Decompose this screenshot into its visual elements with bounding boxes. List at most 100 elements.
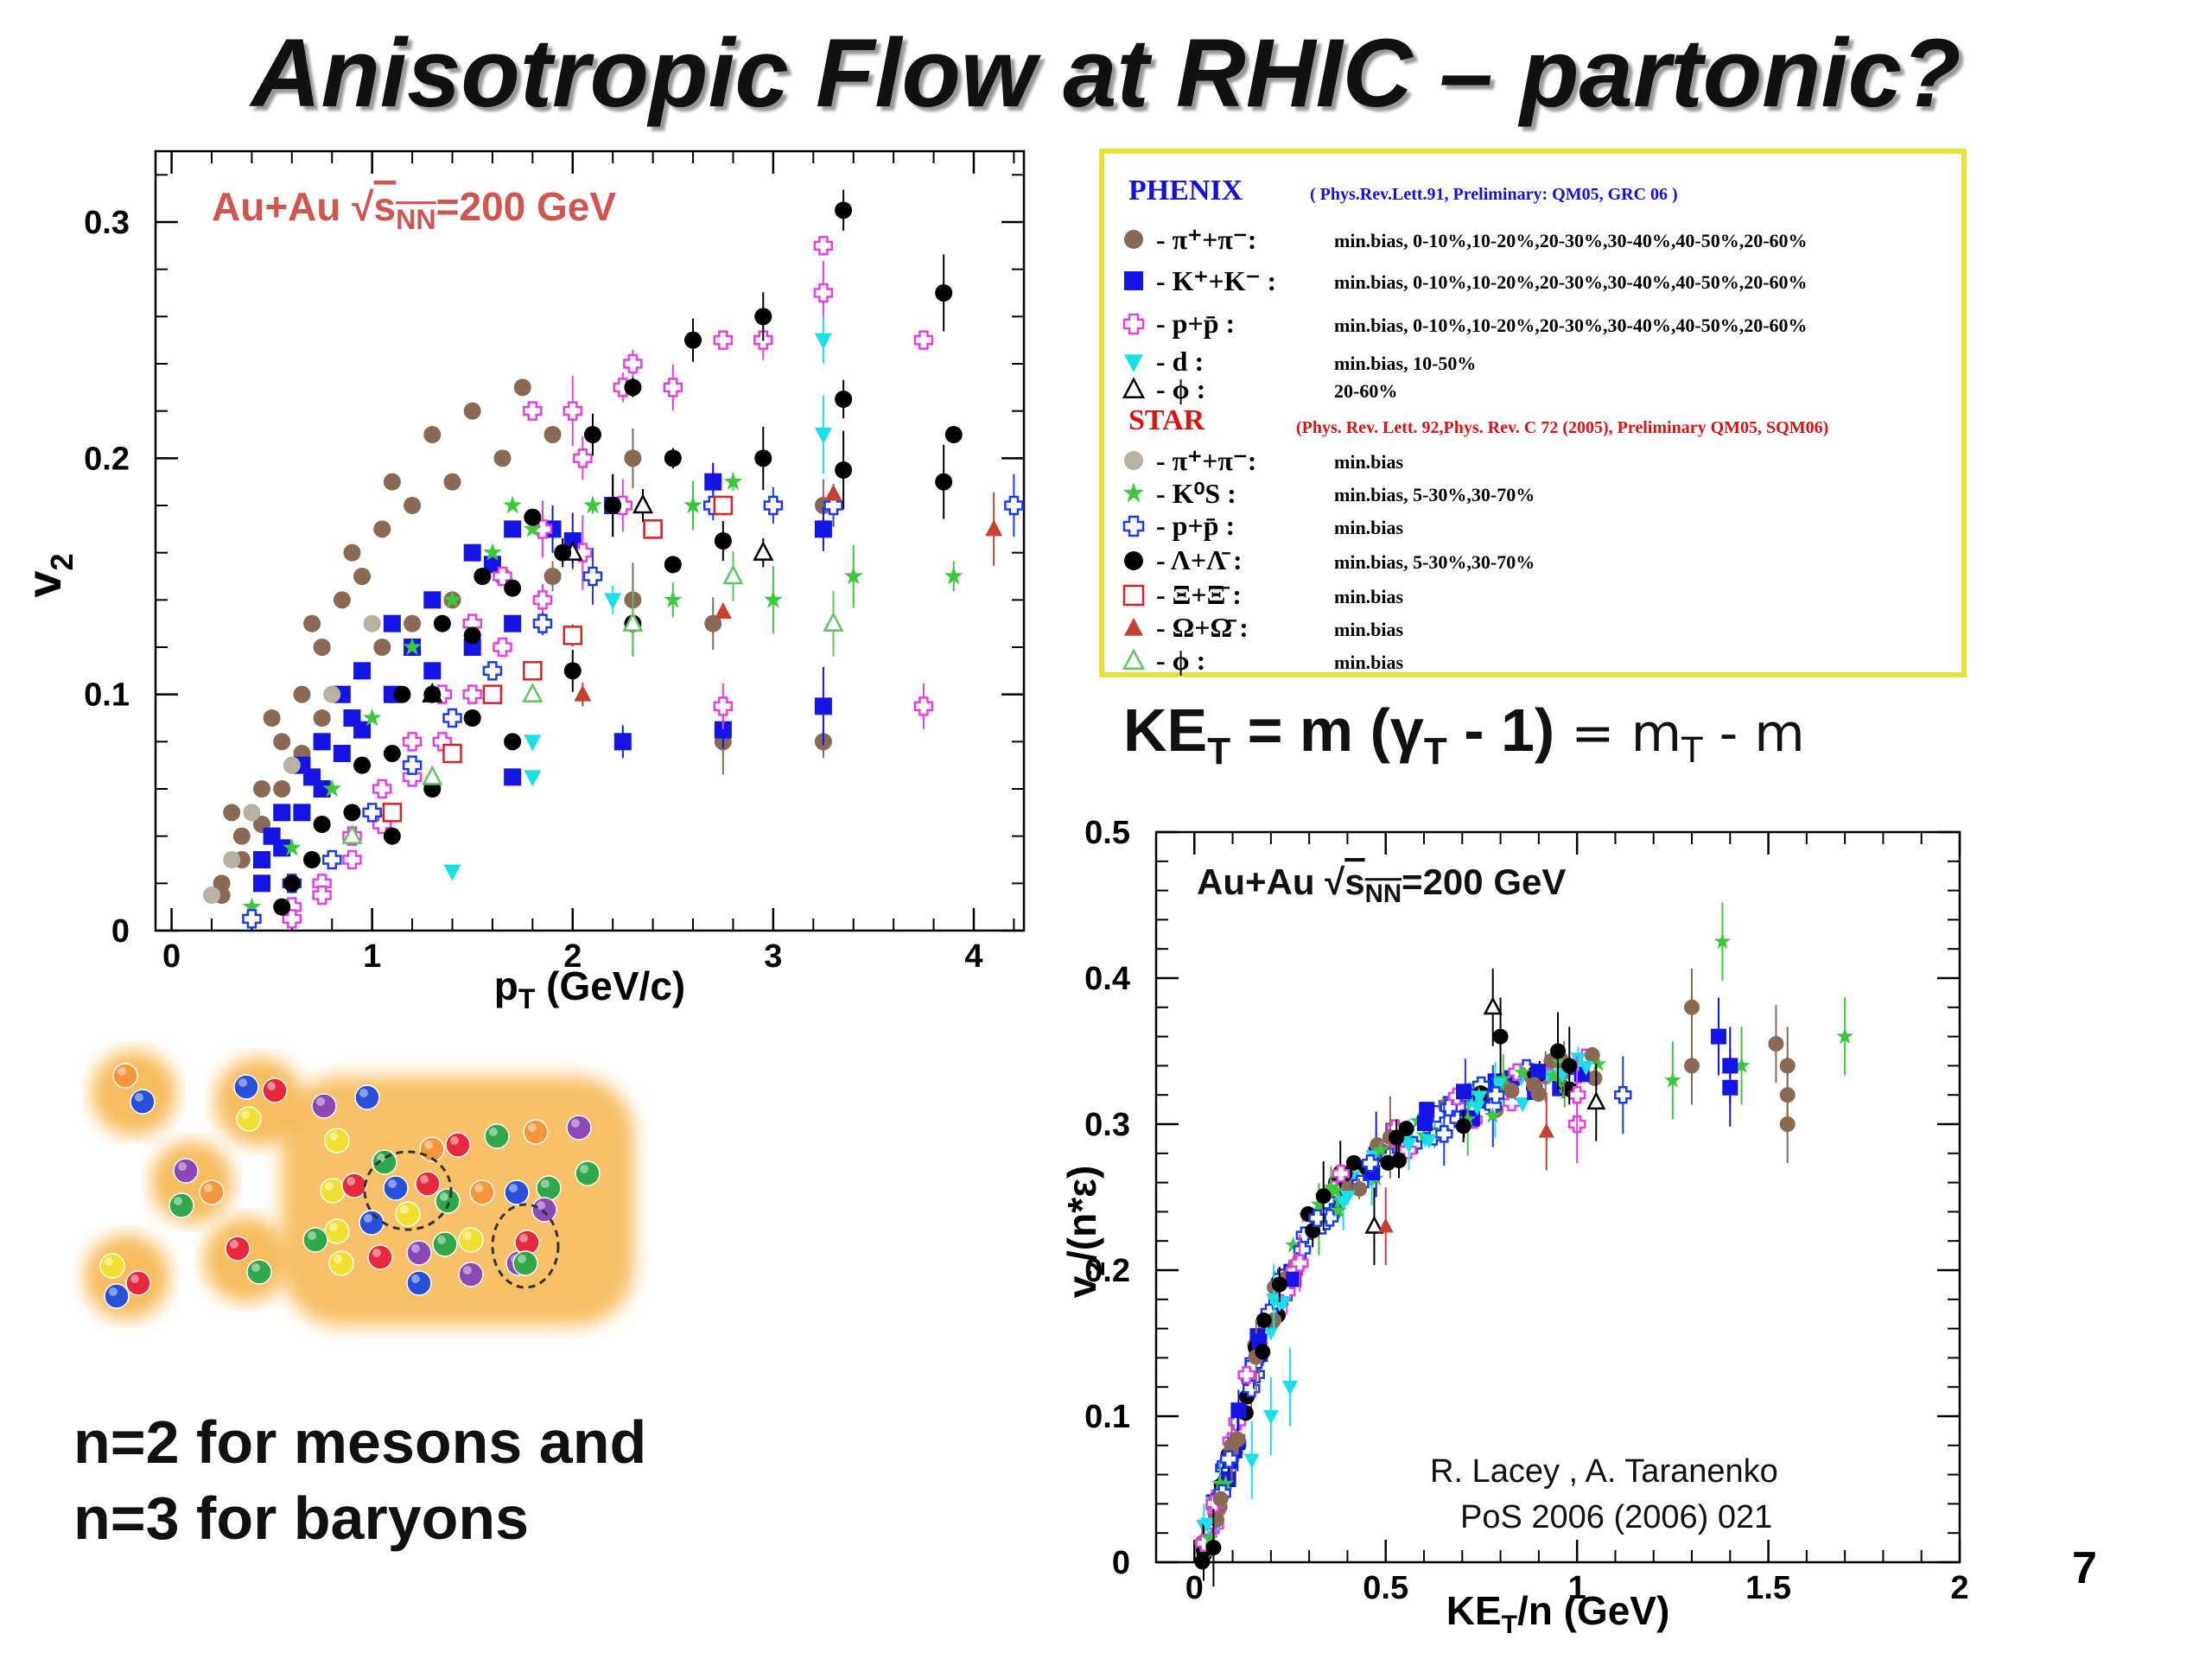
chart1-series-10 xyxy=(423,484,1003,785)
chart2-data-point xyxy=(1217,1474,1235,1491)
chart1-data-point xyxy=(583,495,602,514)
chart1-data-point xyxy=(532,590,553,610)
quark-ball xyxy=(458,1262,484,1287)
chart2-data-point xyxy=(1241,1372,1257,1389)
chart1-data-point xyxy=(404,639,422,656)
chart1-data-point xyxy=(293,685,311,703)
chart2-data-point xyxy=(1465,1110,1483,1129)
chart2-data-point xyxy=(1244,1352,1262,1371)
chart1-data-point xyxy=(293,756,311,774)
quark-ball xyxy=(354,1084,380,1110)
chart2-data-point xyxy=(1364,1165,1381,1181)
chart1-data-point xyxy=(313,709,331,727)
page-number: 7 xyxy=(2072,1543,2097,1593)
chart2-data-point xyxy=(1315,1188,1332,1205)
chart2-data-point xyxy=(1544,1067,1562,1084)
chart1-data-point xyxy=(342,849,362,870)
chart2-data-point xyxy=(1543,1052,1560,1069)
chart2-data-point xyxy=(1266,1294,1282,1309)
chart2-data-point xyxy=(1196,1547,1212,1563)
quark-highlight xyxy=(518,1255,526,1263)
quark-ball xyxy=(395,1201,421,1227)
legend-marker-shape xyxy=(1124,230,1143,249)
quark-ball xyxy=(432,1231,458,1257)
chart2-data-point xyxy=(1251,1333,1268,1350)
chart2-data-point xyxy=(1293,1241,1312,1259)
chart1-data-point xyxy=(684,331,702,349)
chart2-data-point xyxy=(1567,1115,1586,1134)
chart2-data-point xyxy=(1491,1077,1507,1093)
chart1-data-point xyxy=(232,827,251,845)
chart2-data-point xyxy=(1440,1098,1458,1117)
note-line-2: n=3 for baryons xyxy=(73,1484,530,1552)
chart2-data-point xyxy=(1210,1491,1228,1508)
quark-highlight xyxy=(377,1154,385,1162)
chart1-data-point xyxy=(713,495,734,516)
chart2-data-point xyxy=(1456,1084,1472,1100)
chart2-data-point xyxy=(1215,1475,1232,1491)
chart2-data-point xyxy=(1248,1339,1264,1356)
chart2-data-point xyxy=(1301,1207,1319,1224)
quark-ball xyxy=(566,1115,592,1141)
chart1-data-point xyxy=(754,308,772,326)
chart2-data-point xyxy=(1328,1174,1344,1191)
legend-star-ref: (Phys. Rev. Lett. 92,Phys. Rev. C 72 (20… xyxy=(1296,418,1829,437)
chart2-data-point xyxy=(1281,1273,1297,1289)
legend-centrality: min.bias, 5-30%,30-70% xyxy=(1334,484,1535,505)
chart2-data-point xyxy=(1537,1068,1554,1084)
chart2-y-tick-label: 0.2 xyxy=(1084,1253,1130,1289)
chart2-data-point xyxy=(1471,1076,1491,1095)
chart2-y-tick-label: 0.5 xyxy=(1084,815,1130,851)
chart1-data-point xyxy=(463,709,481,727)
chart2-data-point xyxy=(1573,1066,1590,1083)
chart1-data-point xyxy=(423,767,442,785)
chart1-data-point xyxy=(443,473,461,491)
chart2-data-point xyxy=(1370,1137,1386,1154)
chart2-data-point xyxy=(1465,1084,1481,1099)
chart1-data-point xyxy=(814,497,832,514)
chart2-data-point xyxy=(1464,1110,1480,1127)
chart1-data-point xyxy=(623,353,643,374)
chart1-data-point xyxy=(263,709,281,727)
quark-highlight xyxy=(437,1236,446,1244)
chart2-data-point xyxy=(1361,1154,1380,1173)
chart1-data-point xyxy=(722,564,744,585)
chart2-x-tick-label: 2 xyxy=(1950,1570,1968,1606)
chart1-data-point xyxy=(604,497,622,514)
chart1-data-point xyxy=(283,874,301,893)
quark-ball xyxy=(383,1175,409,1201)
chart2-data-point xyxy=(1554,1070,1571,1087)
chart2-data-point xyxy=(1530,1064,1547,1080)
chart2-data-point xyxy=(1278,1282,1296,1301)
chart2-data-point xyxy=(1526,1079,1542,1096)
chart2-data-point xyxy=(1270,1274,1287,1290)
legend-marker-shape xyxy=(1122,648,1146,671)
chart1-data-point xyxy=(835,391,853,408)
chart1-plot-frame xyxy=(154,149,1026,932)
chart1-data-point xyxy=(402,755,423,775)
legend-symbol: - K⁺+K⁻ : xyxy=(1156,265,1277,296)
chart1-data-point xyxy=(664,449,682,467)
chart2-data-point xyxy=(1455,1108,1473,1127)
chart2-data-point xyxy=(1211,1474,1229,1491)
chart1-data-point xyxy=(321,849,342,870)
chart1-data-point xyxy=(493,637,512,658)
chart1-data-point xyxy=(341,823,363,844)
legend-phenix-row: - p+p̄ : min.bias, 0-10%,10-20%,20-30%,30… xyxy=(1120,308,1958,339)
chart2-data-point xyxy=(1226,1442,1243,1459)
chart1-data-point xyxy=(343,543,361,562)
legend-marker xyxy=(1124,354,1143,373)
chart2-data-point xyxy=(1576,1048,1595,1066)
chart2-data-point xyxy=(1295,1226,1314,1244)
chart2-data-point xyxy=(1283,1263,1300,1280)
chart2-data-point xyxy=(1213,1477,1230,1493)
chart1-data-point xyxy=(372,779,392,799)
chart2-data-point xyxy=(1237,1405,1254,1421)
chart2-data-point xyxy=(1325,1180,1344,1198)
chart1-data-point xyxy=(622,611,644,632)
chart1-data-point xyxy=(423,685,442,703)
legend-symbol: - d : xyxy=(1156,346,1205,377)
quark-ball xyxy=(406,1270,432,1296)
chart2-data-point xyxy=(1497,1079,1513,1096)
chart2-data-point xyxy=(1205,1540,1222,1556)
